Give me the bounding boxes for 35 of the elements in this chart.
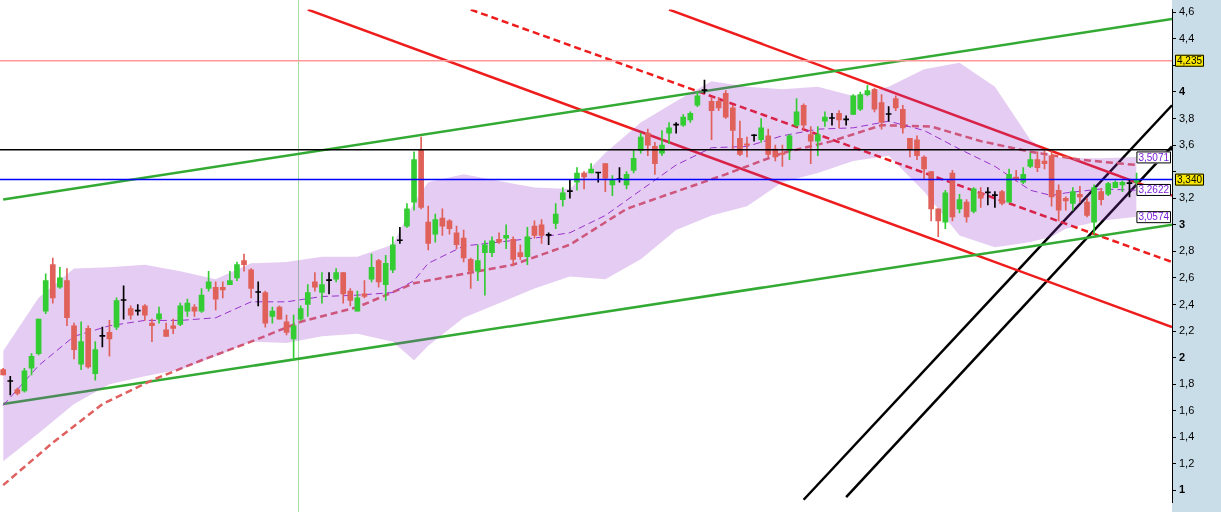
- y-tick-label: 2: [1179, 350, 1186, 363]
- candlestick: [1062, 196, 1069, 211]
- y-tick-label: 3: [1179, 217, 1186, 230]
- candlestick: [503, 224, 509, 250]
- candlestick: [7, 375, 14, 396]
- y-tick-label: 3,8: [1179, 111, 1195, 124]
- candlestick: [149, 318, 155, 343]
- y-tick-label: 2,2: [1179, 324, 1195, 337]
- candlestick: [397, 227, 403, 244]
- candlestick: [255, 281, 262, 307]
- y-tick-label: 2,6: [1179, 270, 1195, 283]
- ref-line-label: 4,235: [1177, 54, 1203, 66]
- y-tick-label: 1,2: [1179, 456, 1195, 469]
- y-tick-label: 1: [1179, 483, 1186, 496]
- y-tick-label: 4,4: [1179, 31, 1195, 44]
- candlestick: [992, 191, 998, 208]
- candlestick: [326, 272, 332, 295]
- y-tick-label: 3,2: [1179, 191, 1195, 204]
- y-tick-label: 1,6: [1179, 403, 1195, 416]
- candlestick: [496, 232, 502, 244]
- y-tick-label: 4: [1179, 84, 1186, 97]
- y-tick-label: 1,4: [1179, 430, 1195, 443]
- ref-line-label: 3,340: [1177, 173, 1203, 185]
- annotation: 3,0574: [1138, 211, 1170, 223]
- candlestick: [829, 112, 835, 126]
- candlestick: [567, 179, 573, 199]
- annotation: 3,5071: [1138, 151, 1170, 163]
- y-tick-label: 2,8: [1179, 244, 1195, 257]
- y-tick-label: 3,6: [1179, 138, 1195, 151]
- candlestick: [807, 126, 814, 165]
- y-tick-label: 2,4: [1179, 297, 1195, 310]
- candlestick: [1077, 185, 1083, 203]
- annotation: 3,2622: [1138, 184, 1170, 196]
- y-tick-label: 4,6: [1179, 5, 1195, 18]
- y-tick-label: 1,8: [1179, 377, 1195, 390]
